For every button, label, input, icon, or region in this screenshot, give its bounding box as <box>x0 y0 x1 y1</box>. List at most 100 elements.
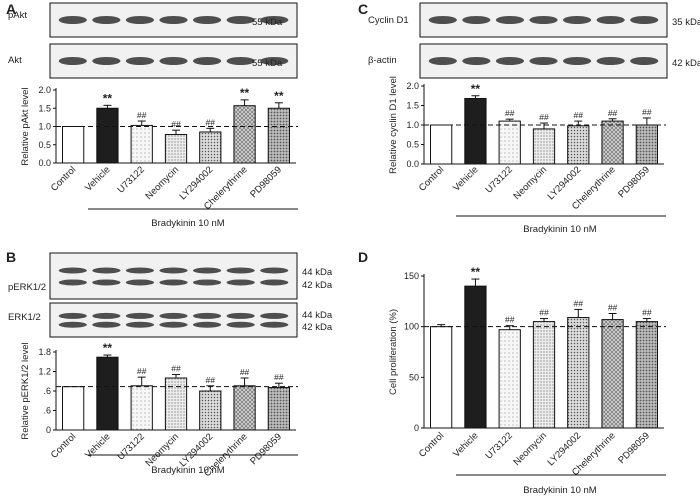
category-label: Vehicle <box>83 431 112 460</box>
blot-band <box>92 312 121 319</box>
blot-label-A-1: pAkt <box>8 10 27 21</box>
y-tick-label: 0.0 <box>406 159 419 169</box>
y-tick-label: 1.2 <box>38 367 51 377</box>
blot-label-B-2: ERK1/2 <box>8 312 41 323</box>
blot-band <box>92 321 121 328</box>
bar-vehicle <box>96 107 119 164</box>
hash-marker: ## <box>206 375 216 385</box>
blot-band <box>226 279 255 286</box>
blot-band <box>159 16 188 24</box>
blot-kda-label: 44 kDa <box>302 267 333 278</box>
y-tick-label: 0 <box>414 423 419 433</box>
panel-label-A: A <box>6 1 16 17</box>
bar-chelerythrine <box>601 120 624 165</box>
bar-u73122 <box>498 329 521 429</box>
bar-neomycin <box>532 128 556 165</box>
blot-label-C-2: β-actin <box>368 55 397 66</box>
bar-ly294002 <box>567 125 590 165</box>
blot-kda-label: 35 kDa <box>672 17 700 28</box>
blot-label-C-1: Cyclin D1 <box>368 15 409 26</box>
hash-marker: ## <box>240 367 250 377</box>
bar-vehicle <box>464 285 487 429</box>
significance-marker: ** <box>103 91 113 105</box>
significance-marker: ** <box>471 82 481 96</box>
category-label: Neomycin <box>143 164 181 202</box>
y-axis-label: Relative cyclin D1 level <box>388 76 399 174</box>
hash-marker: ## <box>171 364 181 374</box>
bar-u73122 <box>130 124 153 164</box>
hash-marker: ## <box>642 308 652 318</box>
blot-band <box>428 16 457 24</box>
treatment-label: Bradykinin 10 nM <box>151 218 224 229</box>
blot-band <box>226 267 255 274</box>
bar-chelerythrine <box>233 105 256 164</box>
blot-band <box>159 279 188 286</box>
y-tick-label: .6 <box>43 406 51 416</box>
bar-neomycin <box>164 377 188 431</box>
blot-band <box>226 321 255 328</box>
hash-marker: ## <box>274 372 284 382</box>
category-label: Control <box>417 164 446 193</box>
blot-band <box>495 16 525 24</box>
hash-marker: ## <box>137 110 147 120</box>
blot-band <box>192 279 222 286</box>
category-label: U73122 <box>116 164 147 195</box>
blot-frame-B-1 <box>49 252 298 300</box>
blot-band <box>125 321 155 328</box>
bar-control <box>62 126 85 164</box>
hash-marker: ## <box>574 298 584 308</box>
y-tick-label: .6 <box>43 386 51 396</box>
bar-pd98059 <box>635 124 658 165</box>
hash-marker: ## <box>137 366 147 376</box>
y-tick-label: 2.0 <box>406 81 419 91</box>
panel-D: D 0 50 100 150 Cell proliferation (%) Control *… <box>358 249 666 496</box>
blot-band <box>596 57 625 65</box>
blot-band <box>192 57 222 65</box>
panel-label-C: C <box>358 1 368 17</box>
bar-control <box>430 326 453 429</box>
category-label: Control <box>49 431 78 460</box>
treatment-label: Bradykinin 10 nM <box>523 224 596 235</box>
category-label: PD98059 <box>616 430 652 466</box>
blot-band <box>159 57 188 65</box>
y-tick-label: 50 <box>409 372 419 382</box>
y-tick-label: 1.5 <box>406 101 419 111</box>
blot-band <box>630 16 659 24</box>
treatment-label: Bradykinin 10 nM <box>523 485 596 496</box>
y-axis-label: Relative pAkt level <box>20 87 31 165</box>
blot-band <box>462 57 491 65</box>
category-label: PD98059 <box>616 164 652 200</box>
category-label: Control <box>49 164 78 193</box>
bar-chelerythrine <box>601 319 624 429</box>
bar-chelerythrine <box>233 385 256 431</box>
blot-band <box>125 279 155 286</box>
blot-band <box>260 16 289 24</box>
blot-band <box>125 57 155 65</box>
bar-u73122 <box>130 385 153 431</box>
blot-band <box>260 57 289 65</box>
y-axis-label: Relative pERK1/2 level <box>20 342 31 439</box>
blot-band <box>596 16 625 24</box>
blot-frame-B-2 <box>49 302 298 338</box>
blot-band <box>125 312 155 319</box>
blot-band <box>192 267 222 274</box>
y-tick-label: 150 <box>404 271 419 281</box>
blot-band <box>226 57 255 65</box>
blot-band <box>260 267 289 274</box>
bar-control <box>430 124 453 165</box>
blot-band <box>495 57 525 65</box>
hash-marker: ## <box>608 302 618 312</box>
blot-kda-label: 42 kDa <box>302 322 333 333</box>
bar-neomycin <box>532 321 556 429</box>
hash-marker: ## <box>505 315 515 325</box>
blot-band <box>58 16 87 24</box>
hash-marker: ## <box>539 308 549 318</box>
bar-pd98059 <box>635 321 658 429</box>
blot-kda-label: 55 kDa <box>252 17 283 28</box>
category-label: Neomycin <box>511 164 549 202</box>
category-label: Vehicle <box>451 164 480 193</box>
blot-band <box>428 57 457 65</box>
blot-band <box>92 279 121 286</box>
hash-marker: ## <box>574 110 584 120</box>
